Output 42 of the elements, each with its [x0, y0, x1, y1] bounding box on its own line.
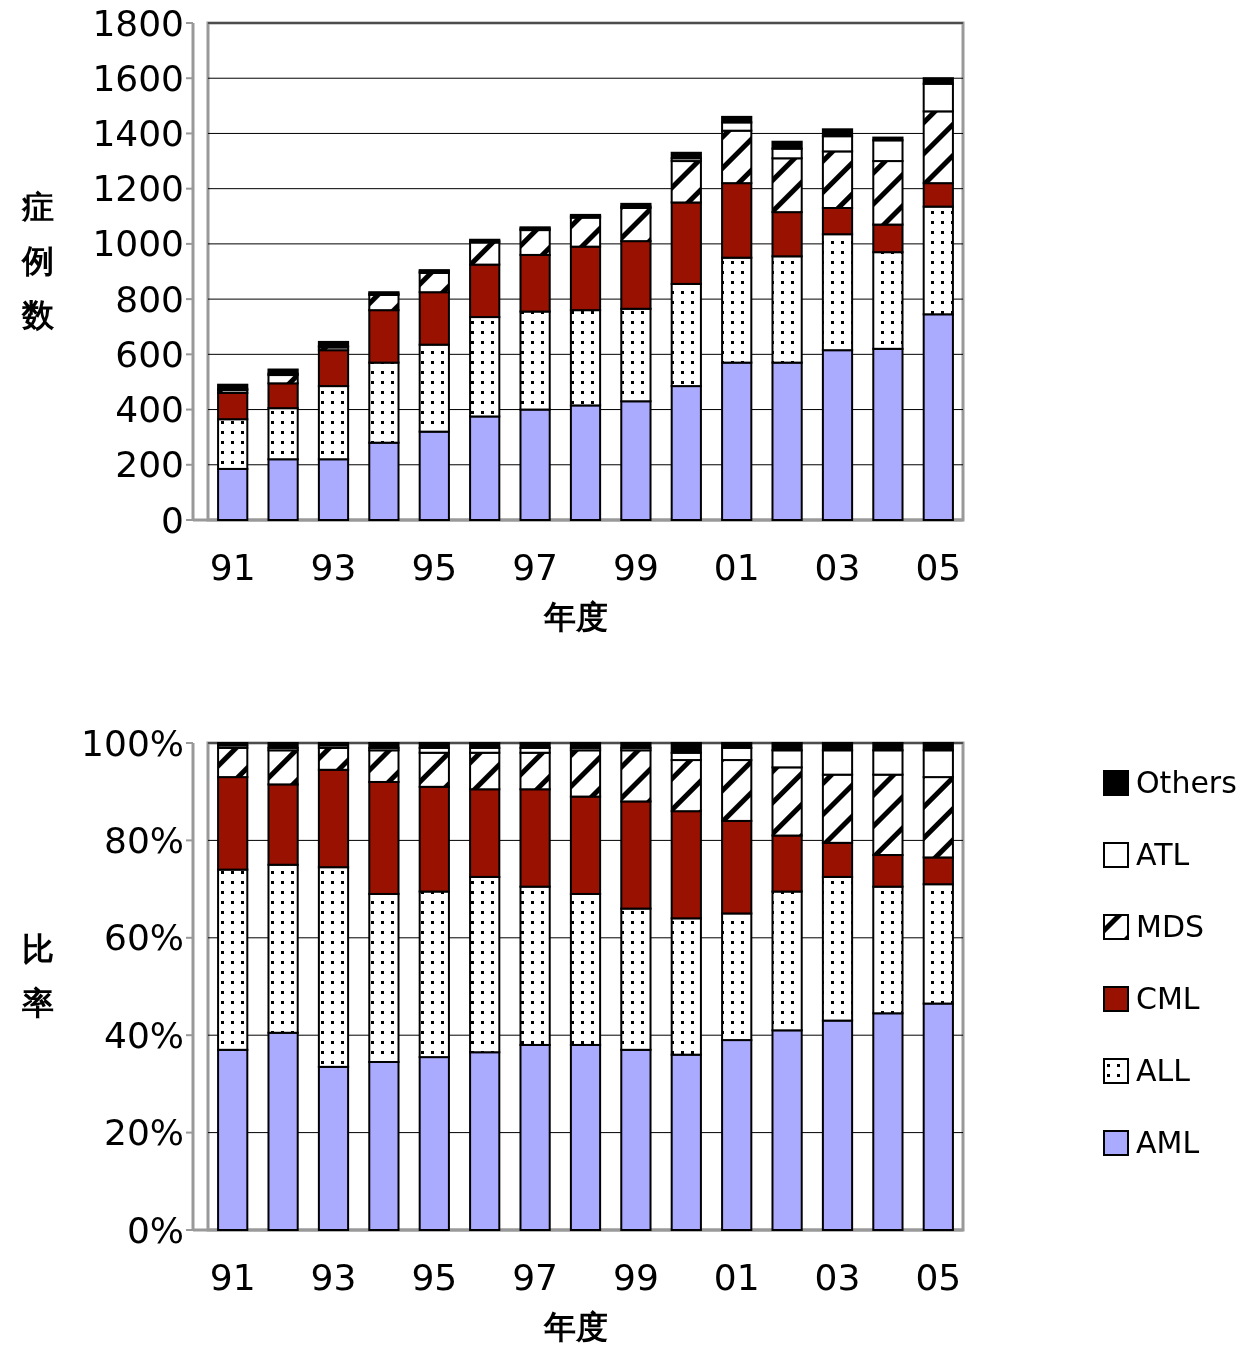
- x-tick-label: 05: [915, 547, 962, 588]
- y-tick-label: 0: [161, 499, 184, 541]
- x-tick-label: 91: [209, 1257, 256, 1298]
- y-axis-title: 比率: [22, 929, 54, 1022]
- x-axis-title: 年度: [542, 598, 608, 636]
- y-tick-label: 1600: [92, 57, 184, 99]
- y-tick-label: 60%: [103, 917, 184, 959]
- x-tick-label: 93: [310, 547, 357, 588]
- y-tick-label: 20%: [103, 1112, 184, 1154]
- x-axis-title: 年度: [542, 1308, 608, 1346]
- y-tick-label: 80%: [103, 820, 184, 861]
- legend-label: Others: [1136, 765, 1237, 800]
- text: MDS: [1136, 909, 1205, 944]
- y-tick-label: 1000: [92, 223, 184, 265]
- y-tick-label: 1800: [92, 2, 184, 44]
- y-axis-title: 症例数: [21, 187, 55, 334]
- y-tick-label: 800: [115, 278, 184, 320]
- x-tick-label: 97: [512, 1257, 559, 1298]
- y-tick-label: 0%: [126, 1209, 184, 1251]
- x-tick-label: 93: [310, 1257, 357, 1298]
- x-tick-label: 95: [411, 547, 458, 588]
- legend-label: CML: [1136, 981, 1200, 1016]
- y-tick-label: 1200: [92, 168, 184, 210]
- legend-label: ATL: [1136, 837, 1190, 872]
- x-tick-label: 03: [814, 1257, 861, 1298]
- text: ALL: [1136, 1053, 1191, 1088]
- y-tick-label: 40%: [103, 1014, 184, 1056]
- x-tick-label: 01: [713, 547, 760, 588]
- y-tick-label: 200: [115, 444, 184, 486]
- x-tick-label: 05: [915, 1257, 962, 1298]
- x-tick-label: 95: [411, 1257, 458, 1298]
- y-tick-label: 1400: [92, 113, 184, 155]
- y-tick-label: 600: [115, 333, 184, 375]
- legend-label: AML: [1136, 1125, 1200, 1160]
- x-tick-label: 91: [209, 547, 256, 588]
- x-tick-label: 03: [814, 547, 861, 588]
- x-tick-label: 99: [612, 1257, 659, 1298]
- x-tick-label: 99: [612, 547, 659, 588]
- y-tick-label: 100%: [81, 722, 184, 764]
- x-tick-label: 97: [512, 547, 559, 588]
- x-tick-label: 01: [713, 1257, 760, 1298]
- y-tick-label: 400: [115, 389, 184, 431]
